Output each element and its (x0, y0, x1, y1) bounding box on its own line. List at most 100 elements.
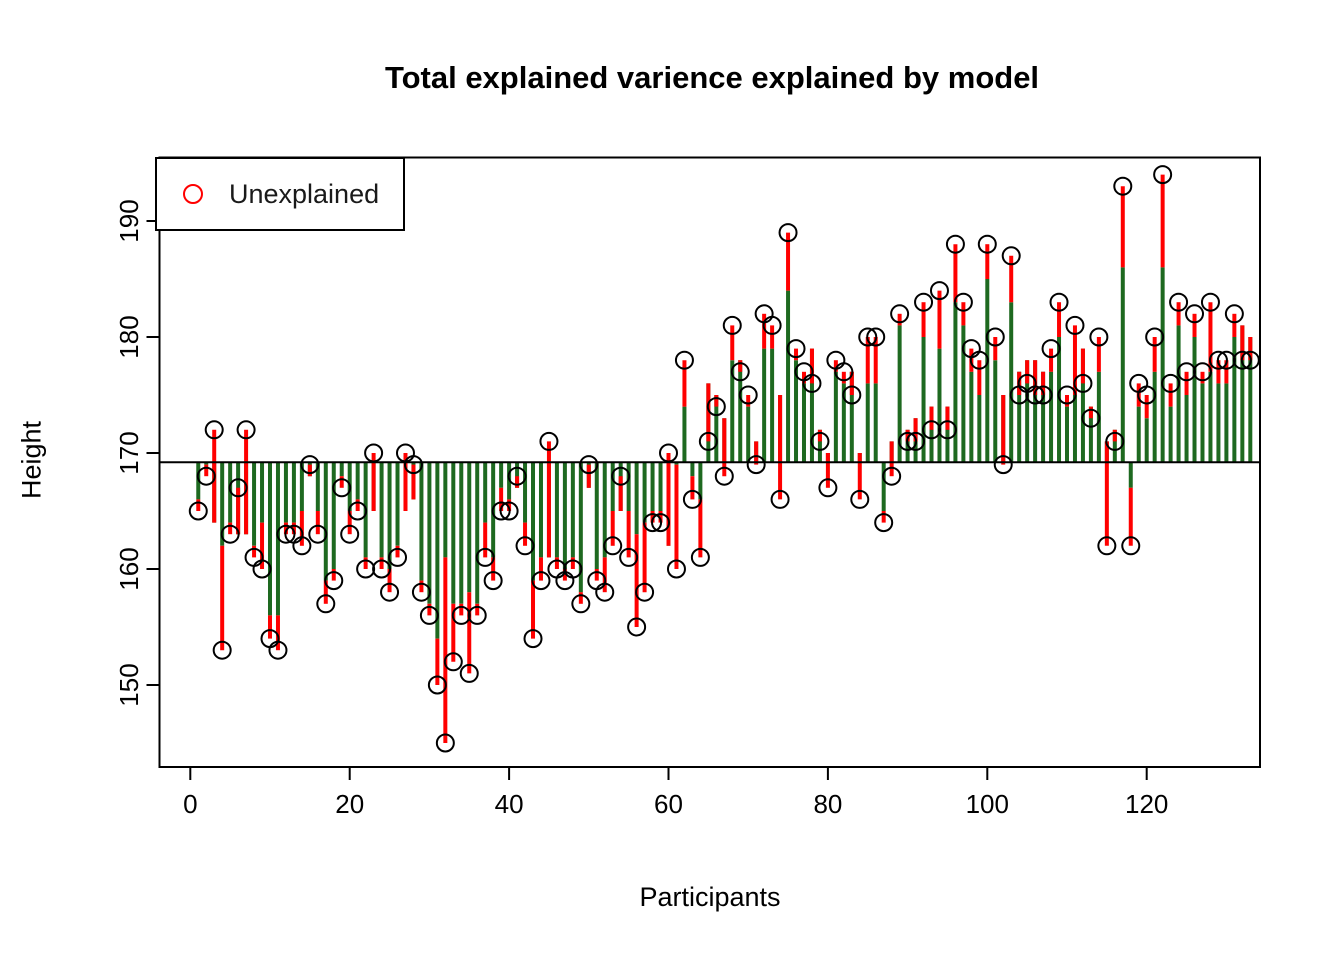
data-point (714, 466, 734, 486)
data-point (1113, 176, 1133, 196)
data-point (268, 640, 288, 660)
data-point (627, 617, 647, 637)
data-point (515, 536, 535, 556)
y-tick-label: 160 (114, 547, 144, 590)
plot-border (158, 156, 1261, 768)
data-point (770, 489, 790, 509)
data-point (842, 385, 862, 405)
data-point (364, 443, 384, 463)
data-point (882, 466, 902, 486)
data-point (722, 315, 742, 335)
data-point (985, 327, 1005, 347)
x-tick-label: 0 (183, 789, 197, 819)
data-point (762, 315, 782, 335)
data-point (411, 582, 431, 602)
data-point (388, 547, 408, 567)
data-point (1200, 292, 1220, 312)
data-point (929, 281, 949, 301)
data-point (1001, 246, 1021, 266)
data-point (1049, 292, 1069, 312)
data-point (539, 431, 559, 451)
data-point (635, 582, 655, 602)
data-point (324, 571, 344, 591)
data-point (483, 571, 503, 591)
data-point (579, 455, 599, 475)
data-point (786, 339, 806, 359)
data-point (643, 513, 663, 533)
data-point (220, 524, 240, 544)
data-point (316, 594, 336, 614)
data-point (467, 605, 487, 625)
data-point (810, 431, 830, 451)
data-point (332, 478, 352, 498)
data-point (706, 397, 726, 417)
data-point (212, 640, 232, 660)
data-point (403, 455, 423, 475)
data-point (674, 350, 694, 370)
data-point (730, 362, 750, 382)
data-point (651, 513, 671, 533)
data-point (818, 478, 838, 498)
data-point (603, 536, 623, 556)
data-point (204, 420, 224, 440)
data-point (1105, 431, 1125, 451)
data-point (1232, 350, 1252, 370)
data-point (340, 524, 360, 544)
data-point (1145, 327, 1165, 347)
data-point (459, 663, 479, 683)
data-point (898, 431, 918, 451)
y-tick-label: 170 (114, 431, 144, 474)
x-tick-label: 60 (654, 789, 683, 819)
data-point (1121, 536, 1141, 556)
data-point (1177, 362, 1197, 382)
data-point (969, 350, 989, 370)
x-tick-label: 40 (495, 789, 524, 819)
data-point (1081, 408, 1101, 428)
data-point (451, 605, 471, 625)
data-point (276, 524, 296, 544)
legend: Unexplained (155, 157, 405, 231)
data-point (188, 501, 208, 521)
data-point (778, 223, 798, 243)
data-point (236, 420, 256, 440)
y-tick-label: 180 (114, 315, 144, 358)
data-point (874, 513, 894, 533)
data-point (523, 629, 543, 649)
data-point (866, 327, 886, 347)
data-point (228, 478, 248, 498)
chart-title: Total explained varience explained by mo… (384, 60, 1040, 95)
data-point (922, 420, 942, 440)
data-point (1065, 315, 1085, 335)
x-tick-label: 80 (813, 789, 842, 819)
data-point (1185, 304, 1205, 324)
data-point (619, 547, 639, 567)
data-point (977, 234, 997, 254)
data-point (1041, 339, 1061, 359)
data-point (1057, 385, 1077, 405)
data-point (914, 292, 934, 312)
data-point (1169, 292, 1189, 312)
data-point (1073, 373, 1093, 393)
data-point (666, 559, 686, 579)
y-tick-label: 150 (114, 663, 144, 706)
data-point (252, 559, 272, 579)
data-point (499, 501, 519, 521)
data-point (435, 733, 455, 753)
x-axis-label: Participants (639, 882, 781, 912)
data-point (890, 304, 910, 324)
data-point (682, 489, 702, 509)
data-point (348, 501, 368, 521)
data-point (196, 466, 216, 486)
data-point (1153, 165, 1173, 185)
x-tick-label: 20 (335, 789, 364, 819)
data-point (1025, 385, 1045, 405)
unexplained-marker-icon (183, 184, 203, 204)
data-point (531, 571, 551, 591)
data-point (292, 536, 312, 556)
y-tick-label: 190 (114, 199, 144, 242)
data-point (443, 652, 463, 672)
data-point (372, 559, 392, 579)
x-tick-label: 120 (1125, 789, 1168, 819)
data-point (802, 373, 822, 393)
